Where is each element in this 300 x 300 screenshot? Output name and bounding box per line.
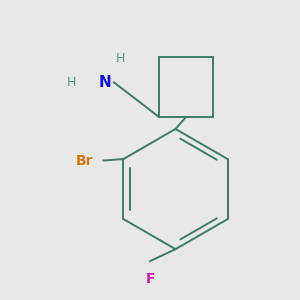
Text: N: N	[99, 75, 111, 90]
Text: Br: Br	[75, 154, 93, 167]
Text: F: F	[145, 272, 155, 286]
Text: H: H	[115, 52, 124, 65]
Text: H: H	[67, 76, 76, 89]
